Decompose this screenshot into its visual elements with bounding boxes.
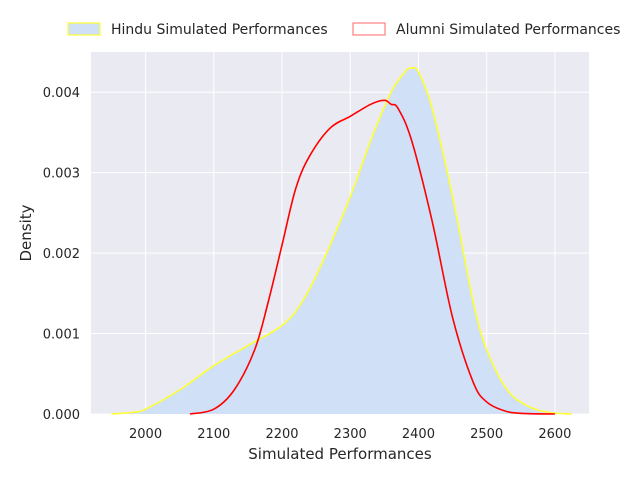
legend-swatch-alumni	[352, 22, 386, 36]
legend-label-hindu: Hindu Simulated Performances	[111, 22, 328, 38]
x-tick-label: 2300	[334, 427, 367, 442]
legend: Hindu Simulated Performances Alumni Simu…	[67, 22, 620, 38]
y-tick-labels: 0.000 0.001 0.002 0.003 0.004	[43, 86, 80, 423]
legend-swatch-hindu	[67, 22, 101, 36]
series-layer	[111, 66, 573, 415]
x-tick-label: 2200	[265, 427, 298, 442]
y-tick-label: 0.003	[43, 167, 80, 182]
x-tick-label: 2000	[129, 427, 162, 442]
x-tick-label: 2400	[402, 427, 435, 442]
y-tick-label: 0.001	[43, 328, 80, 343]
y-axis-label: Density	[17, 204, 35, 261]
x-tick-label: 2600	[538, 427, 571, 442]
y-tick-label: 0.004	[43, 86, 80, 101]
series-line-alumni	[189, 99, 555, 415]
y-tick-label: 0.000	[43, 408, 80, 423]
y-tick-label: 0.002	[43, 247, 80, 262]
series-line-hindu	[111, 66, 573, 415]
legend-label-alumni: Alumni Simulated Performances	[396, 22, 620, 38]
x-tick-label: 2500	[470, 427, 503, 442]
series-area-hindu	[111, 67, 572, 415]
x-tick-label: 2100	[197, 427, 230, 442]
x-axis-label: Simulated Performances	[248, 445, 432, 463]
x-tick-labels: 2000 2100 2200 2300 2400 2500 2600	[129, 427, 571, 442]
